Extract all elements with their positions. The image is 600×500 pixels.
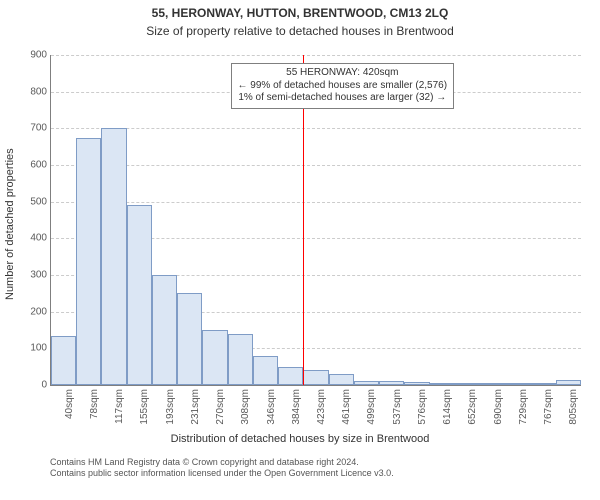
- histogram-bar: [455, 383, 480, 385]
- histogram-bar: [379, 381, 404, 385]
- x-tick: 614sqm: [442, 389, 453, 425]
- y-tick: 0: [41, 380, 47, 391]
- footnote: Contains HM Land Registry data © Crown c…: [50, 457, 590, 479]
- histogram-bar: [76, 138, 101, 386]
- x-tick: 40sqm: [64, 389, 75, 419]
- x-tick: 576sqm: [417, 389, 428, 425]
- annotation-line: 55 HERONWAY: 420sqm: [238, 67, 448, 80]
- y-tick: 100: [30, 343, 47, 354]
- histogram-bar: [404, 382, 429, 385]
- y-tick: 500: [30, 196, 47, 207]
- x-tick: 346sqm: [266, 389, 277, 425]
- x-tick: 308sqm: [240, 389, 251, 425]
- x-tick: 423sqm: [316, 389, 327, 425]
- histogram-bar: [531, 383, 556, 385]
- chart-title: 55, HERONWAY, HUTTON, BRENTWOOD, CM13 2L…: [0, 6, 600, 20]
- gridline-h: [51, 55, 581, 56]
- chart-subtitle: Size of property relative to detached ho…: [0, 24, 600, 38]
- histogram-bar: [228, 334, 253, 385]
- histogram-bar: [480, 383, 505, 385]
- histogram-bar: [278, 367, 303, 385]
- y-axis-label: Number of detached properties: [4, 148, 16, 300]
- x-tick: 805sqm: [568, 389, 579, 425]
- gridline-h: [51, 202, 581, 203]
- y-tick: 300: [30, 270, 47, 281]
- annotation-line: ← 99% of detached houses are smaller (2,…: [238, 80, 448, 93]
- histogram-bar: [202, 330, 227, 385]
- x-tick: 729sqm: [518, 389, 529, 425]
- x-tick: 767sqm: [543, 389, 554, 425]
- footnote-line1: Contains HM Land Registry data © Crown c…: [50, 457, 590, 468]
- histogram-bar: [329, 374, 354, 385]
- x-tick: 155sqm: [139, 389, 150, 425]
- histogram-bar: [430, 383, 455, 385]
- x-tick: 499sqm: [366, 389, 377, 425]
- x-tick: 537sqm: [392, 389, 403, 425]
- histogram-bar: [556, 380, 581, 386]
- histogram-bar: [152, 275, 177, 385]
- x-tick: 652sqm: [467, 389, 478, 425]
- histogram-bar: [303, 370, 328, 385]
- x-tick: 193sqm: [165, 389, 176, 425]
- x-tick: 78sqm: [89, 389, 100, 419]
- x-tick: 231sqm: [190, 389, 201, 425]
- histogram-bar: [101, 128, 126, 385]
- footnote-line2: Contains public sector information licen…: [50, 468, 590, 479]
- y-tick: 400: [30, 233, 47, 244]
- plot-area: 010020030040050060070080090040sqm78sqm11…: [50, 55, 581, 386]
- histogram-bar: [127, 205, 152, 385]
- x-tick: 461sqm: [341, 389, 352, 425]
- x-tick: 270sqm: [215, 389, 226, 425]
- histogram-bar: [177, 293, 202, 385]
- annotation-box: 55 HERONWAY: 420sqm← 99% of detached hou…: [231, 63, 455, 109]
- histogram-bar: [51, 336, 76, 386]
- annotation-line: 1% of semi-detached houses are larger (3…: [238, 92, 448, 105]
- y-tick: 600: [30, 160, 47, 171]
- x-tick: 384sqm: [291, 389, 302, 425]
- histogram-bar: [354, 381, 379, 385]
- histogram-bar: [253, 356, 278, 385]
- y-tick: 800: [30, 86, 47, 97]
- x-tick: 117sqm: [114, 389, 125, 424]
- y-tick: 200: [30, 306, 47, 317]
- x-axis-label: Distribution of detached houses by size …: [0, 433, 600, 445]
- y-tick: 900: [30, 50, 47, 61]
- gridline-h: [51, 165, 581, 166]
- histogram-bar: [505, 383, 530, 385]
- gridline-h: [51, 128, 581, 129]
- y-tick: 700: [30, 123, 47, 134]
- x-tick: 690sqm: [493, 389, 504, 425]
